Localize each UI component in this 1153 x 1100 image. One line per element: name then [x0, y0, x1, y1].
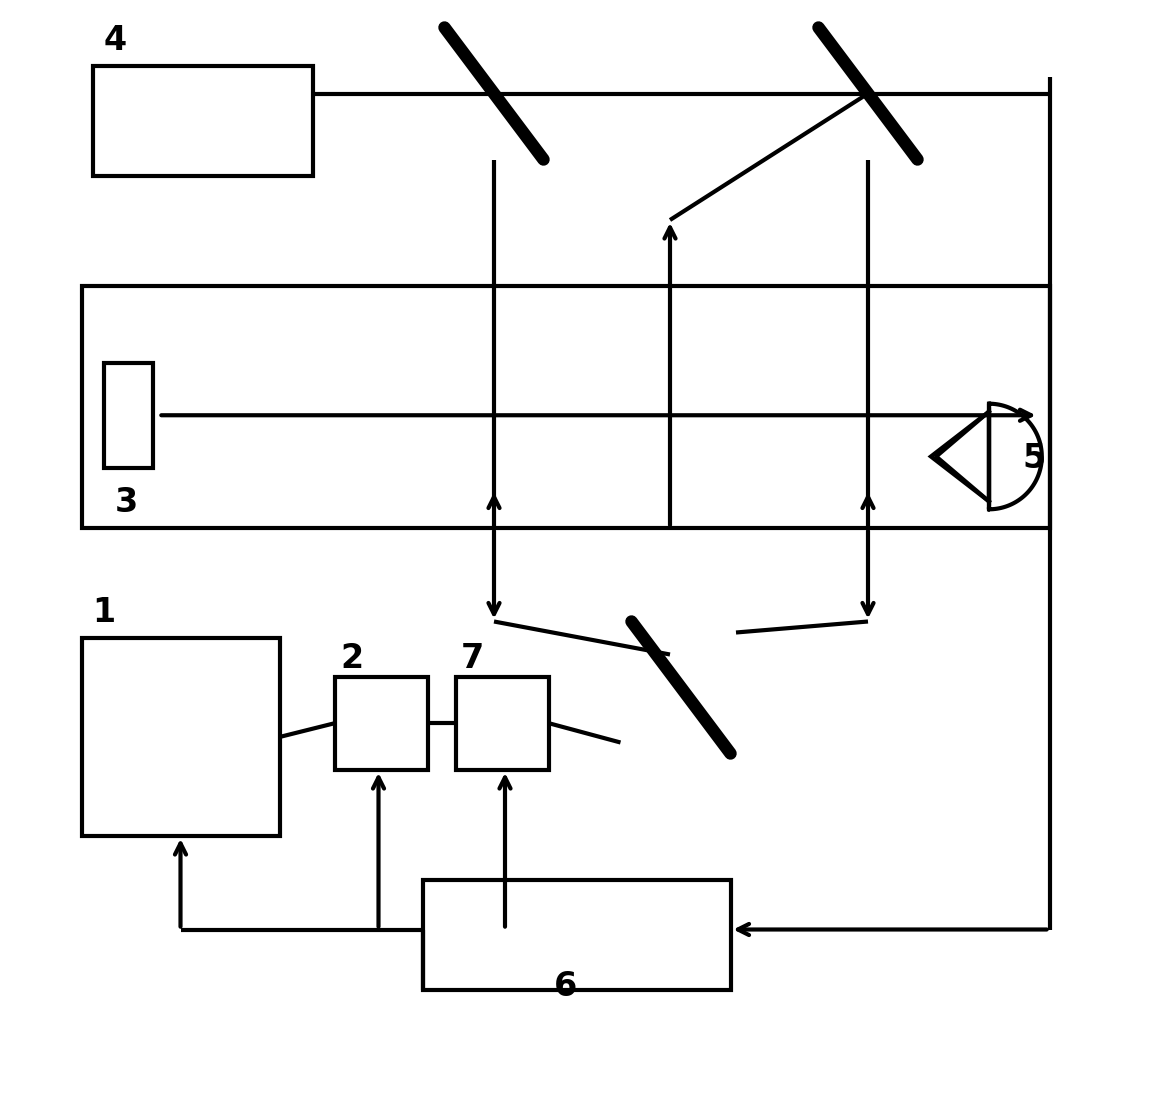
Text: 7: 7: [461, 641, 484, 674]
Bar: [92, 66, 312, 176]
Bar: [82, 286, 1049, 528]
Text: 5: 5: [1022, 441, 1046, 474]
Bar: [455, 676, 549, 770]
Bar: [422, 880, 731, 990]
Bar: [334, 676, 428, 770]
Text: 6: 6: [553, 969, 578, 1002]
Text: 3: 3: [114, 485, 137, 518]
Text: 2: 2: [340, 641, 363, 674]
Bar: [104, 363, 153, 468]
Text: 1: 1: [92, 595, 115, 628]
Text: 4: 4: [104, 23, 127, 56]
Bar: [82, 638, 279, 836]
